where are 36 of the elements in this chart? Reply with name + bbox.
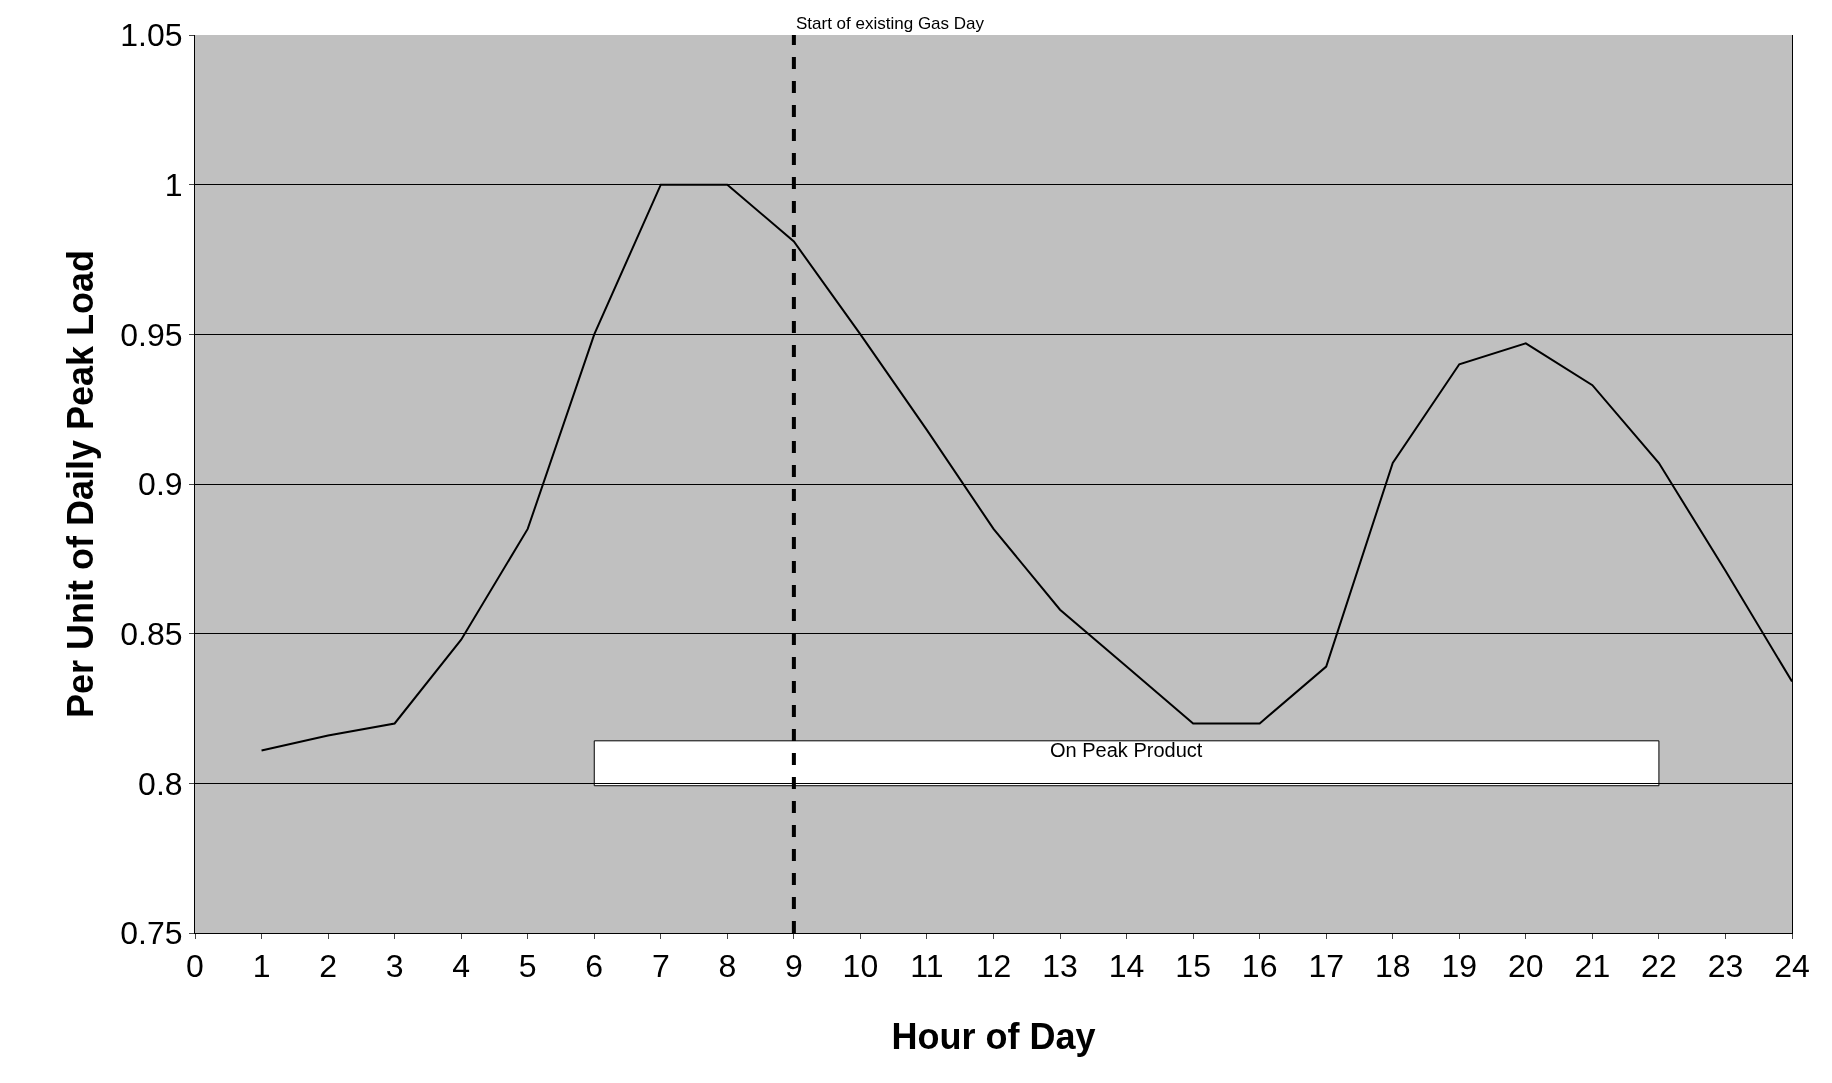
y-axis-title: Per Unit of Daily Peak Load — [60, 249, 102, 719]
x-tick-label: 7 — [651, 948, 670, 985]
x-tick-label: 0 — [186, 948, 204, 985]
x-tick-label: 11 — [910, 948, 944, 985]
x-tick-label: 8 — [718, 948, 737, 985]
x-tick-label: 21 — [1574, 948, 1611, 985]
x-tick-label: 12 — [975, 948, 1012, 985]
x-tick-label: 13 — [1042, 948, 1078, 985]
x-tick-label: 9 — [784, 948, 803, 985]
x-tick-label: 18 — [1374, 948, 1411, 985]
x-tick-label: 20 — [1508, 948, 1544, 985]
x-tick-label: 3 — [385, 948, 404, 985]
x-tick-label: 15 — [1175, 948, 1211, 985]
x-tick-label: 24 — [1774, 948, 1810, 985]
x-tick-label: 19 — [1441, 948, 1478, 985]
x-tick-label: 14 — [1108, 948, 1145, 985]
x-tick-label: 5 — [518, 948, 537, 985]
y-tick-label: 1.05 — [120, 17, 183, 54]
y-tick-label: 0.75 — [120, 915, 183, 952]
y-tick-label: 0.8 — [138, 765, 183, 802]
x-tick-label: 23 — [1707, 948, 1744, 985]
y-tick-label: 0.9 — [138, 466, 183, 503]
x-axis-title: Hour of Day — [891, 1016, 1096, 1058]
x-tick-label: 10 — [842, 948, 879, 985]
x-tick-label: 4 — [452, 948, 471, 985]
x-tick-label: 22 — [1641, 948, 1677, 985]
x-tick-label: 1 — [252, 948, 271, 985]
y-tick-label: 1 — [164, 166, 183, 203]
x-tick-label: 16 — [1241, 948, 1278, 985]
y-tick-label: 0.85 — [120, 615, 183, 652]
x-tick-label: 17 — [1308, 948, 1345, 985]
x-tick-label: 2 — [319, 948, 337, 985]
x-tick-label: 6 — [585, 948, 604, 985]
ref-line-label: Start of existing Gas Day — [796, 14, 985, 33]
y-tick-label: 0.95 — [120, 316, 183, 353]
band-label: On Peak Product — [1050, 739, 1203, 761]
